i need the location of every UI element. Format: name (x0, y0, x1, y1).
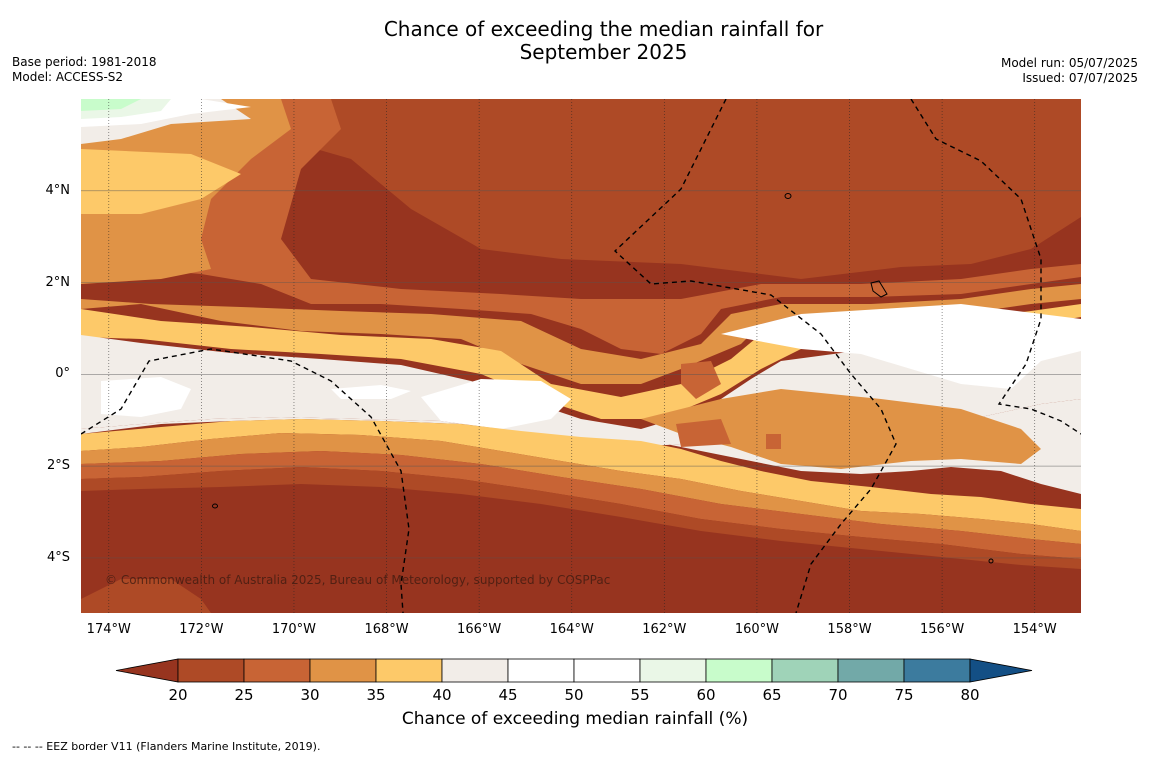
colorbar: 20 25 30 35 40 45 50 55 60 65 70 75 80 (115, 658, 1033, 704)
colorbar-segment-6 (573, 658, 641, 683)
lat-label-4: 4°S (46, 549, 70, 565)
lon-label-6: 162°W (642, 622, 687, 637)
meta-right: Model run: 05/07/2025 Issued: 07/07/2025 (1001, 56, 1138, 86)
band-45-55-east (721, 304, 1081, 389)
colorbar-segment-7 (639, 658, 707, 683)
colorbar-tick-10: 70 (828, 686, 847, 704)
colorbar-segment-1 (243, 658, 311, 683)
latitude-gridlines (81, 190, 1081, 559)
lat-label-1: 2°N (45, 274, 71, 290)
colorbar-over-arrow (969, 658, 1033, 683)
lon-label-9: 156°W (920, 622, 965, 637)
colorbar-label: Chance of exceeding median rainfall (%) (401, 709, 749, 729)
lon-label-5: 164°W (549, 622, 594, 637)
lat-label-0: 4°N (45, 182, 71, 198)
colorbar-tick-8: 60 (696, 686, 715, 704)
lon-label-10: 154°W (1012, 622, 1057, 637)
colorbar-tick-6: 50 (564, 686, 583, 704)
band-30-35-south (81, 433, 1081, 544)
model-name: Model: ACCESS-S2 (12, 70, 124, 84)
colorbar-tick-11: 75 (894, 686, 913, 704)
colorbar-tick-0: 20 (168, 686, 187, 704)
colorbar-tick-9: 65 (762, 686, 781, 704)
colorbar-segment-9 (771, 658, 839, 683)
colorbar-segment-4 (441, 658, 509, 683)
colorbar-segment-0 (177, 658, 245, 683)
band-20-25-sw (81, 579, 211, 613)
colorbar-under-arrow (115, 658, 179, 683)
lon-label-3: 168°W (364, 622, 409, 637)
lat-label-2: 0° (55, 366, 70, 382)
band-20-25-north (81, 99, 1081, 279)
map-title: Chance of exceeding the median rainfall … (0, 18, 1150, 64)
band-45-55-equator-west (101, 377, 191, 417)
lon-label-1: 172°W (179, 622, 224, 637)
islands (212, 193, 994, 564)
band-25-30-central (676, 361, 781, 449)
colorbar-tick-2: 30 (300, 686, 319, 704)
band-35-40-south (81, 419, 1081, 531)
band-20-25-south (81, 467, 1081, 569)
eez-borders (81, 99, 1081, 613)
band-25-30-north (81, 99, 1081, 354)
island-small-2 (988, 558, 994, 564)
colorbar-tick-1: 25 (234, 686, 253, 704)
colorbar-segment-11 (903, 658, 971, 683)
lon-label-0: 174°W (86, 622, 131, 637)
lon-label-2: 170°W (271, 622, 317, 637)
title-line-2: September 2025 (519, 40, 688, 64)
lon-label-7: 160°W (734, 622, 779, 637)
colorbar-segment-3 (375, 658, 443, 683)
colorbar-tick-3: 35 (366, 686, 385, 704)
eez-border-kiribati-line-east (910, 99, 1081, 435)
title-line-1: Chance of exceeding the median rainfall … (383, 17, 824, 41)
rainfall-map: © Commonwealth of Australia 2025, Bureau… (81, 99, 1081, 613)
issued-date: Issued: 07/07/2025 (1022, 71, 1138, 85)
colorbar-tick-12: 80 (960, 686, 979, 704)
colorbar-segment-8 (705, 658, 773, 683)
eez-border-kiribati-phoenix (81, 348, 410, 613)
band-45-55-equator-mid (331, 379, 571, 429)
meta-left: Base period: 1981-2018 Model: ACCESS-S2 (12, 55, 157, 85)
eez-source-note: -- -- -- EEZ border V11 (Flanders Marine… (12, 740, 321, 753)
band-35-40-north (81, 149, 241, 214)
colorbar-tick-5: 45 (498, 686, 517, 704)
colorbar-segment-2 (309, 658, 377, 683)
copyright-notice: © Commonwealth of Australia 2025, Bureau… (105, 573, 610, 587)
map-area: © Commonwealth of Australia 2025, Bureau… (81, 99, 1081, 613)
band-25-30-south (81, 451, 1081, 559)
island-small-1 (212, 503, 218, 509)
band-30-35-central (641, 389, 1041, 469)
model-run: Model run: 05/07/2025 (1000, 56, 1138, 70)
colorbar-segment-10 (837, 658, 905, 683)
island-jarvis (784, 193, 792, 199)
lon-label-8: 158°W (827, 622, 872, 637)
lon-label-4: 166°W (457, 622, 502, 637)
eez-border-kiribati-line-north (613, 99, 897, 613)
band-60-65-north (81, 99, 141, 111)
colorbar-segment-5 (507, 658, 575, 683)
island-kiritimati (870, 280, 888, 298)
base-period: Base period: 1981-2018 (12, 55, 157, 69)
lat-label-3: 2°S (46, 458, 70, 474)
colorbar-tick-7: 55 (630, 686, 649, 704)
colorbar-tick-4: 40 (432, 686, 451, 704)
